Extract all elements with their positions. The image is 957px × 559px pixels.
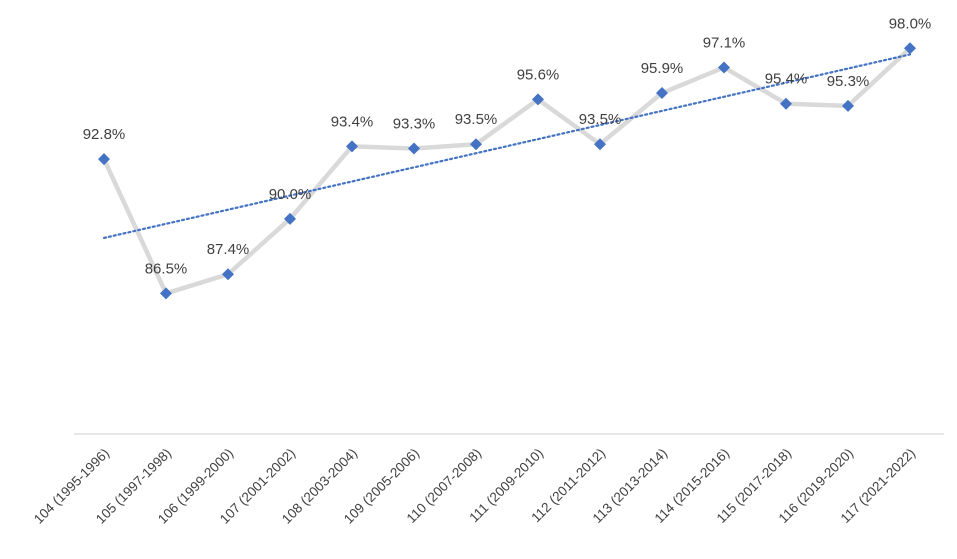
data-label: 98.0% (889, 15, 932, 32)
data-point-marker (656, 87, 668, 100)
trendline (102, 53, 912, 240)
data-label: 93.4% (331, 113, 374, 130)
data-label: 95.6% (517, 66, 560, 83)
data-label: 95.4% (765, 71, 808, 88)
data-label: 93.5% (455, 111, 498, 128)
data-point-marker (780, 97, 792, 110)
data-label: 87.4% (207, 241, 250, 258)
data-point-marker (98, 153, 110, 166)
series-line (101, 46, 912, 296)
data-point-marker (346, 140, 358, 153)
data-label: 93.5% (579, 111, 622, 128)
data-point-marker (904, 42, 916, 55)
data-point-marker (718, 61, 730, 74)
data-label: 95.3% (827, 73, 870, 90)
data-point-marker (470, 138, 482, 151)
data-point-marker (842, 99, 854, 112)
data-point-marker (284, 212, 296, 225)
data-label: 86.5% (145, 260, 188, 277)
data-point-marker (222, 268, 234, 281)
data-point-marker (532, 93, 544, 106)
data-label: 97.1% (703, 34, 746, 51)
data-point-marker (160, 287, 172, 300)
data-label: 95.9% (641, 60, 684, 77)
data-point-marker (408, 142, 420, 155)
data-label: 90.0% (269, 186, 312, 203)
data-label: 92.8% (83, 126, 126, 143)
data-point-marker (594, 138, 606, 151)
data-label: 93.3% (393, 115, 436, 132)
